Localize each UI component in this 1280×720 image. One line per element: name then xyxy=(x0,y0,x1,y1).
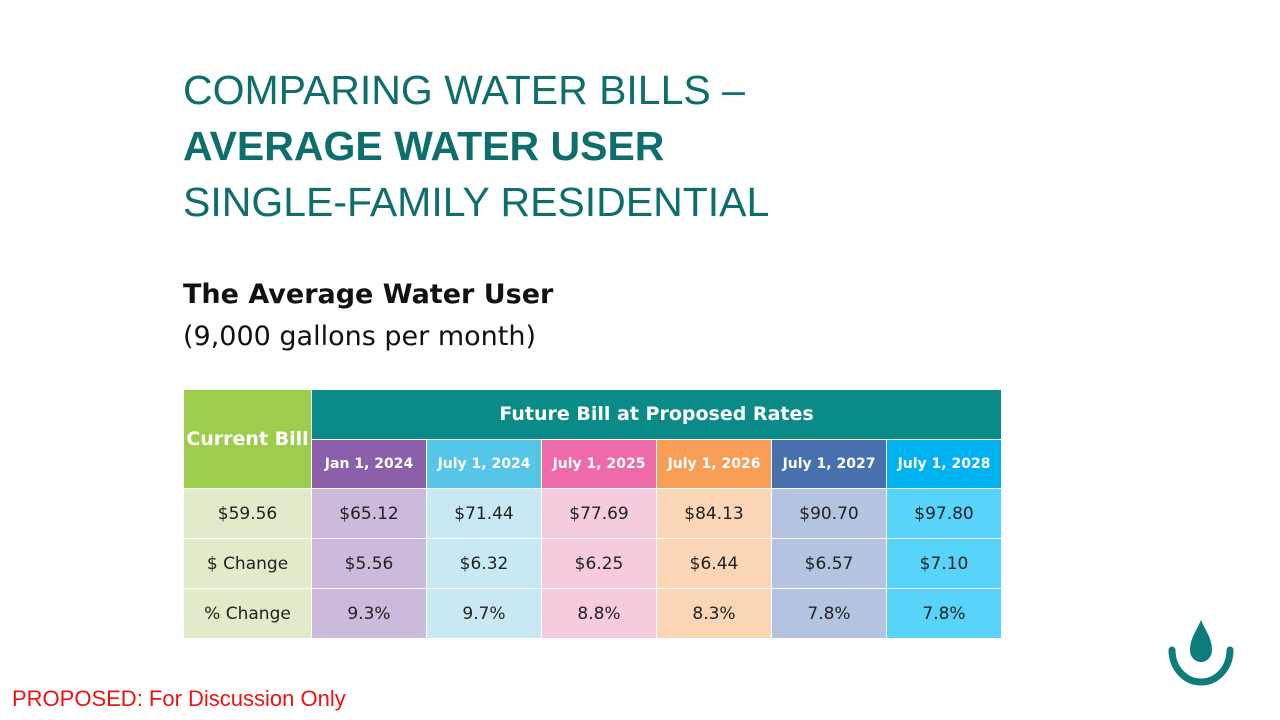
date-header: July 1, 2026 xyxy=(656,438,772,489)
table-cell: $97.80 xyxy=(886,488,1002,539)
table-row-bill: $59.56 $65.12 $71.44 $77.69 $84.13 $90.7… xyxy=(183,488,1002,539)
date-header: July 1, 2025 xyxy=(541,438,657,489)
table-cell: $65.12 xyxy=(311,488,427,539)
slide-title: COMPARING WATER BILLS – AVERAGE WATER US… xyxy=(183,62,769,230)
title-line-2: AVERAGE WATER USER xyxy=(183,123,665,169)
table-cell: 7.8% xyxy=(771,588,887,639)
subtitle-detail: (9,000 gallons per month) xyxy=(183,321,536,352)
table-cell: 8.3% xyxy=(656,588,772,639)
table-cell: $77.69 xyxy=(541,488,657,539)
bill-comparison-table: Current Bill Future Bill at Proposed Rat… xyxy=(183,389,1002,639)
row-label: $ Change xyxy=(183,538,312,589)
table-cell: $6.25 xyxy=(541,538,657,589)
water-drop-icon xyxy=(1166,618,1236,693)
table-cell: $6.57 xyxy=(771,538,887,589)
date-header: Jan 1, 2024 xyxy=(311,438,427,489)
table-row-dollar-change: $ Change $5.56 $6.32 $6.25 $6.44 $6.57 $… xyxy=(183,538,1002,589)
row-label: $59.56 xyxy=(183,488,312,539)
subtitle-heading: The Average Water User xyxy=(183,279,554,310)
table-cell: $7.10 xyxy=(886,538,1002,589)
date-header: July 1, 2028 xyxy=(886,438,1002,489)
table-cell: $84.13 xyxy=(656,488,772,539)
proposed-note: PROPOSED: For Discussion Only xyxy=(12,686,346,711)
table-cell: $90.70 xyxy=(771,488,887,539)
row-label: % Change xyxy=(183,588,312,639)
subtitle: The Average Water User (9,000 gallons pe… xyxy=(183,276,553,360)
table-cell: $5.56 xyxy=(311,538,427,589)
table-cell: 7.8% xyxy=(886,588,1002,639)
future-bill-header: Future Bill at Proposed Rates xyxy=(311,389,1002,440)
title-line-3: SINGLE-FAMILY RESIDENTIAL xyxy=(183,179,770,225)
table-row-percent-change: % Change 9.3% 9.7% 8.8% 8.3% 7.8% 7.8% xyxy=(183,588,1002,639)
current-bill-header: Current Bill xyxy=(183,389,312,489)
table-cell: 8.8% xyxy=(541,588,657,639)
table-cell: $71.44 xyxy=(426,488,542,539)
table-cell: $6.32 xyxy=(426,538,542,589)
table-cell: 9.7% xyxy=(426,588,542,639)
date-header: July 1, 2024 xyxy=(426,438,542,489)
table-cell: 9.3% xyxy=(311,588,427,639)
date-header: July 1, 2027 xyxy=(771,438,887,489)
table-cell: $6.44 xyxy=(656,538,772,589)
title-line-1: COMPARING WATER BILLS – xyxy=(183,67,745,113)
